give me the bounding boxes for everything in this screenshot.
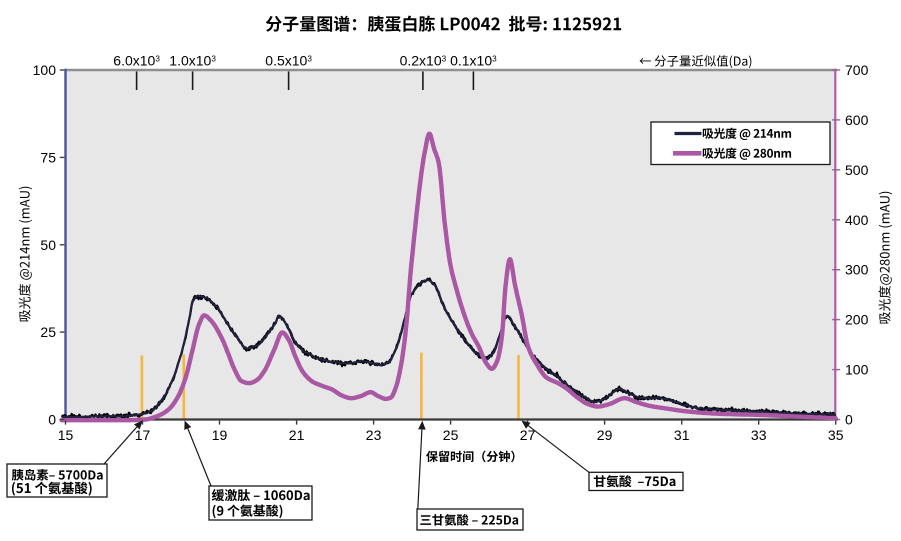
svg-text:33: 33 — [751, 427, 767, 443]
svg-text:21: 21 — [289, 427, 305, 443]
svg-text:0: 0 — [48, 412, 56, 428]
svg-text:17: 17 — [135, 427, 151, 443]
svg-text:31: 31 — [674, 427, 690, 443]
svg-text:75: 75 — [40, 149, 56, 165]
svg-text:500: 500 — [845, 162, 869, 178]
svg-text:23: 23 — [366, 427, 382, 443]
svg-text:100: 100 — [33, 62, 57, 78]
svg-text:400: 400 — [845, 212, 869, 228]
svg-text:25: 25 — [443, 427, 459, 443]
svg-text:50: 50 — [40, 237, 56, 253]
svg-text:6.0x103: 6.0x103 — [113, 53, 160, 69]
svg-text:15: 15 — [58, 427, 74, 443]
svg-text:1.0x103: 1.0x103 — [169, 53, 216, 69]
svg-text:0.5x103: 0.5x103 — [265, 53, 312, 69]
svg-text:200: 200 — [845, 312, 869, 328]
svg-text:19: 19 — [212, 427, 228, 443]
svg-text:0.2x103: 0.2x103 — [400, 53, 447, 69]
svg-text:27: 27 — [520, 427, 536, 443]
svg-text:600: 600 — [845, 112, 869, 128]
svg-text:35: 35 — [828, 427, 844, 443]
svg-text:0.1x103: 0.1x103 — [450, 53, 497, 69]
svg-text:29: 29 — [597, 427, 613, 443]
svg-text:25: 25 — [40, 324, 56, 340]
svg-text:300: 300 — [845, 262, 869, 278]
svg-text:0: 0 — [845, 412, 853, 428]
svg-text:100: 100 — [845, 362, 869, 378]
svg-text:700: 700 — [845, 62, 869, 78]
